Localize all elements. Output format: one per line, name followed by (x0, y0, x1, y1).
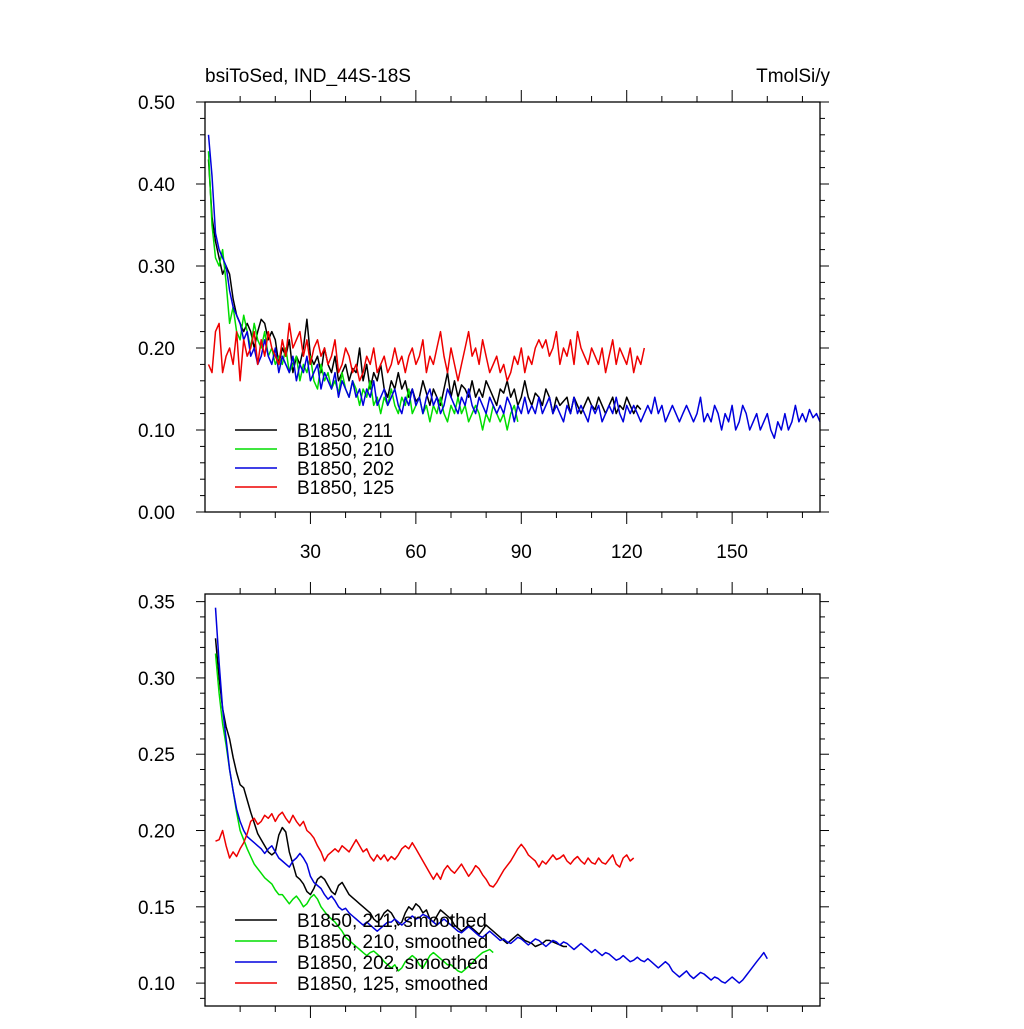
series-line-3 (207, 134, 821, 439)
legend-label: B1850, 210, smoothed (297, 932, 488, 953)
top-chart-units: TmolSi/y (756, 66, 830, 87)
legend-label: B1850, 202, smoothed (297, 953, 488, 974)
top-x-axis: 30 60 90 120 150 (239, 90, 803, 563)
legend-label: B1850, 211 (297, 421, 393, 442)
series-line-2 (214, 653, 494, 974)
legend-label: B1850, 125 (297, 478, 394, 499)
top-plot-frame (204, 101, 821, 513)
top-y-axis: 0.00 0.10 0.20 0.30 0.40 0.50 (138, 93, 829, 524)
y-tick-label: 0.30 (138, 669, 175, 690)
y-tick-label: 0.00 (138, 503, 175, 524)
bottom-plot-frame (204, 593, 821, 1007)
bottom-y-axis: 0.10 0.15 0.20 0.25 0.30 0.35 (138, 593, 829, 999)
top-chart-title: bsiToSed, IND_44S-18S (205, 66, 411, 87)
y-tick-label: 0.50 (138, 93, 175, 114)
y-tick-label: 0.20 (138, 822, 175, 843)
top-chart: bsiToSed, IND_44S-18S TmolSi/y 0.000.100… (138, 66, 830, 563)
y-tick-label: 0.30 (138, 257, 175, 278)
legend-label: B1850, 210 (297, 440, 394, 461)
top-series-group (207, 134, 821, 439)
bottom-x-axis (239, 582, 803, 1018)
series-line-4 (215, 811, 635, 888)
legend-label: B1850, 125, smoothed (297, 974, 488, 995)
y-tick-label: 0.35 (138, 593, 175, 614)
series-line-4 (207, 322, 646, 382)
series-line-3 (214, 607, 768, 984)
y-tick-label: 0.10 (138, 421, 175, 442)
y-tick-label: 0.40 (138, 175, 175, 196)
x-tick-label: 120 (611, 542, 643, 563)
legend-label: B1850, 202 (297, 459, 394, 480)
x-tick-label: 150 (716, 542, 748, 563)
y-tick-label: 0.15 (138, 898, 175, 919)
y-tick-label: 0.25 (138, 745, 175, 766)
legend-label: B1850, 211, smoothed (297, 911, 487, 932)
x-tick-label: 90 (511, 542, 532, 563)
bottom-chart: 0.10 0.15 0.20 0.25 0.30 0.35 B1850, 211, smo… (138, 582, 829, 1018)
x-tick-label: 60 (405, 542, 426, 563)
y-tick-label: 0.10 (138, 974, 175, 995)
bottom-series-group (214, 607, 768, 984)
y-tick-label: 0.20 (138, 339, 175, 360)
x-tick-label: 30 (300, 542, 321, 563)
